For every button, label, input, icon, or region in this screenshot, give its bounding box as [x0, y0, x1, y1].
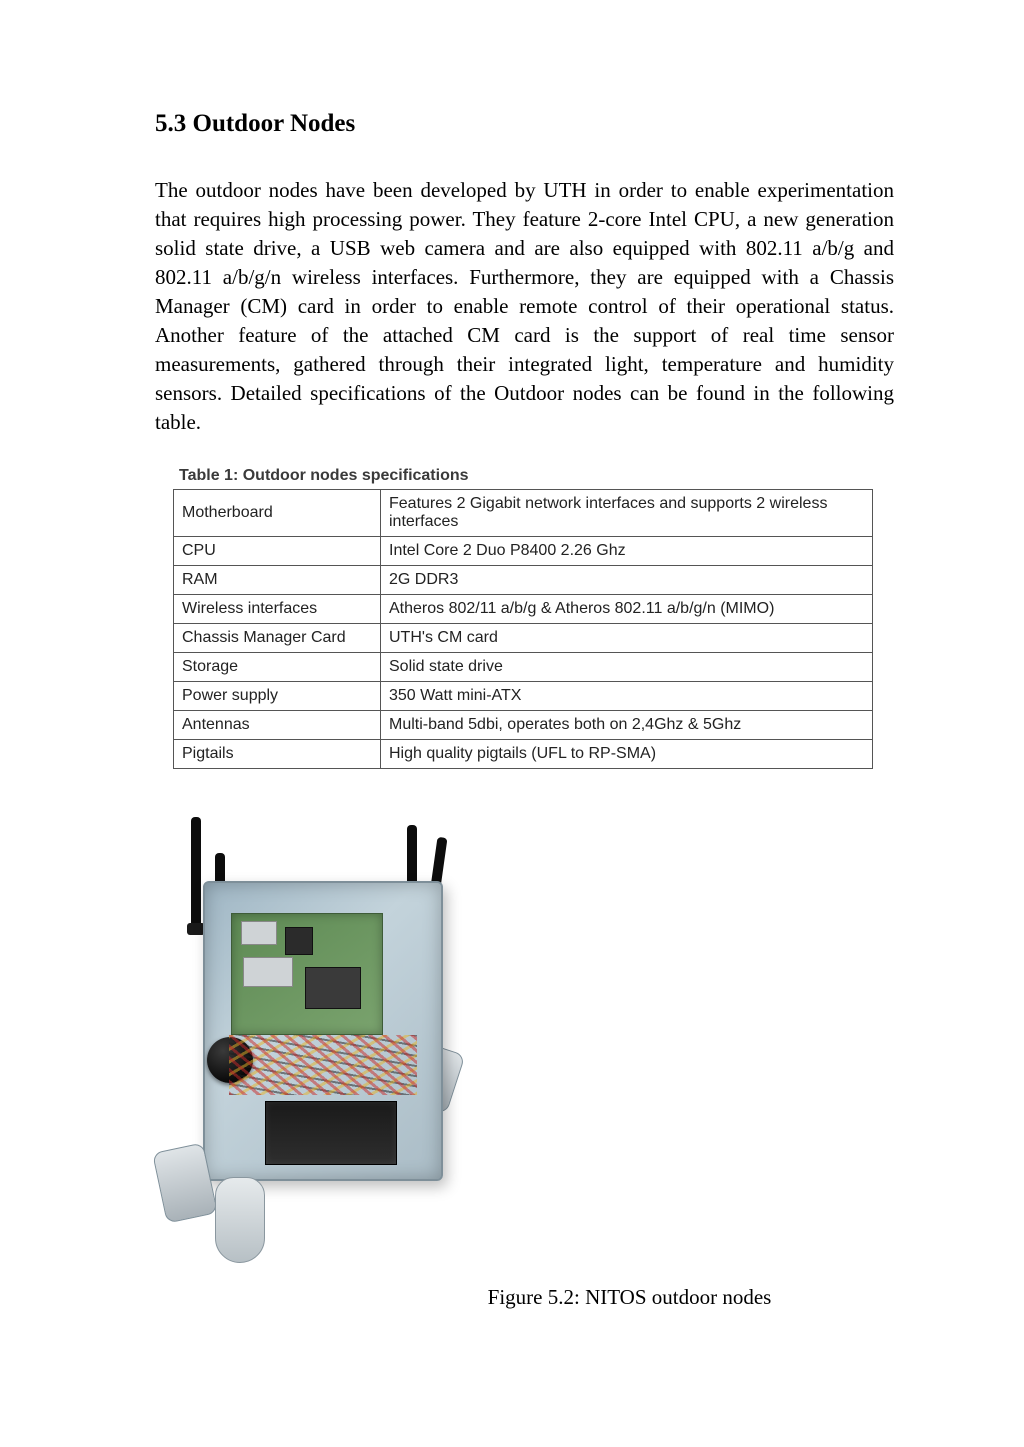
document-page: 5.3 Outdoor Nodes The outdoor nodes have… [0, 0, 1024, 1447]
spec-value: Multi-band 5dbi, operates both on 2,4Ghz… [381, 710, 873, 739]
psu-icon [265, 1101, 397, 1165]
table-caption: Table 1: Outdoor nodes specifications [179, 467, 894, 485]
table-row: Storage Solid state drive [174, 652, 873, 681]
spec-table: Motherboard Features 2 Gigabit network i… [173, 489, 873, 769]
antenna-icon [191, 817, 201, 929]
spec-key: Chassis Manager Card [174, 623, 381, 652]
spec-key: Power supply [174, 681, 381, 710]
table-row: Pigtails High quality pigtails (UFL to R… [174, 739, 873, 768]
chip-icon [243, 957, 293, 987]
table-row: CPU Intel Core 2 Duo P8400 2.26 Ghz [174, 536, 873, 565]
spec-key: Storage [174, 652, 381, 681]
table-row: RAM 2G DDR3 [174, 565, 873, 594]
chip-icon [305, 967, 361, 1009]
spec-key: RAM [174, 565, 381, 594]
wiring-icon [229, 1035, 417, 1095]
section-heading: 5.3 Outdoor Nodes [155, 110, 894, 138]
device-photo [145, 817, 475, 1277]
table-row: Antennas Multi-band 5dbi, operates both … [174, 710, 873, 739]
spec-key: Motherboard [174, 489, 381, 536]
spec-key: Wireless interfaces [174, 594, 381, 623]
spec-key: Pigtails [174, 739, 381, 768]
spec-value: Solid state drive [381, 652, 873, 681]
spec-key: Antennas [174, 710, 381, 739]
spec-value: 2G DDR3 [381, 565, 873, 594]
spec-value: Features 2 Gigabit network interfaces an… [381, 489, 873, 536]
spec-value: 350 Watt mini-ATX [381, 681, 873, 710]
pipe-icon [215, 1177, 265, 1263]
figure: Figure 5.2: NITOS outdoor nodes [155, 817, 894, 1310]
spec-value: High quality pigtails (UFL to RP-SMA) [381, 739, 873, 768]
table-row: Chassis Manager Card UTH's CM card [174, 623, 873, 652]
chip-icon [241, 921, 277, 945]
figure-caption: Figure 5.2: NITOS outdoor nodes [365, 1285, 894, 1310]
table-row: Motherboard Features 2 Gigabit network i… [174, 489, 873, 536]
chip-icon [285, 927, 313, 955]
table-row: Power supply 350 Watt mini-ATX [174, 681, 873, 710]
spec-value: Atheros 802/11 a/b/g & Atheros 802.11 a/… [381, 594, 873, 623]
spec-key: CPU [174, 536, 381, 565]
intro-paragraph: The outdoor nodes have been developed by… [155, 176, 894, 437]
table-row: Wireless interfaces Atheros 802/11 a/b/g… [174, 594, 873, 623]
spec-value: Intel Core 2 Duo P8400 2.26 Ghz [381, 536, 873, 565]
spec-value: UTH's CM card [381, 623, 873, 652]
